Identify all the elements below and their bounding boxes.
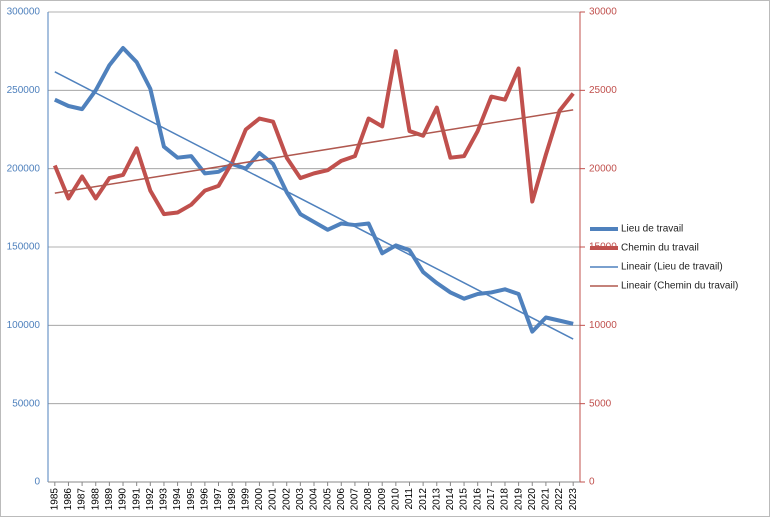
x-tick-label: 2008 xyxy=(363,488,374,511)
x-tick-label: 2005 xyxy=(322,488,333,511)
trend-line xyxy=(54,109,574,194)
legend-label: Chemin du travail xyxy=(621,243,699,254)
y2-tick-label: 30000 xyxy=(589,7,617,18)
legend-label: Lineair (Chemin du travail) xyxy=(621,281,738,292)
x-tick-label: 2003 xyxy=(295,488,306,511)
x-tick-label: 2001 xyxy=(268,488,279,511)
x-tick-label: 2020 xyxy=(527,488,538,511)
x-tick-label: 1999 xyxy=(240,488,251,511)
x-tick-label: 2014 xyxy=(445,488,456,511)
y-tick-label: 100000 xyxy=(7,320,41,331)
x-tick-label: 1986 xyxy=(63,488,74,511)
x-tick-label: 1990 xyxy=(118,488,129,511)
y2-tick-label: 10000 xyxy=(589,320,617,331)
x-tick-label: 2007 xyxy=(350,488,361,511)
x-tick-label: 2010 xyxy=(390,488,401,511)
x-tick-label: 2022 xyxy=(554,488,565,511)
y-tick-label: 250000 xyxy=(7,85,41,96)
y2-tick-label: 20000 xyxy=(589,163,617,174)
x-tick-label: 2023 xyxy=(568,488,579,511)
x-tick-label: 2012 xyxy=(418,488,429,511)
legend-label: Lineair (Lieu de travail) xyxy=(621,262,723,273)
x-tick-label: 1989 xyxy=(104,488,115,511)
x-tick-label: 1997 xyxy=(213,488,224,511)
x-tick-label: 2009 xyxy=(377,488,388,511)
trend-line xyxy=(54,71,574,340)
x-tick-label: 2017 xyxy=(486,488,497,511)
x-tick-label: 2002 xyxy=(281,488,292,511)
y2-tick-label: 25000 xyxy=(589,85,617,96)
y2-tick-label: 0 xyxy=(589,477,595,488)
x-tick-label: 2013 xyxy=(431,488,442,511)
x-tick-label: 1992 xyxy=(145,488,156,511)
x-tick-label: 2019 xyxy=(513,488,524,511)
y-tick-label: 0 xyxy=(34,477,40,488)
y-tick-label: 50000 xyxy=(12,398,40,409)
x-tick-label: 2016 xyxy=(472,488,483,511)
x-tick-label: 1995 xyxy=(186,488,197,511)
x-tick-label: 2006 xyxy=(336,488,347,511)
legend-label: Lieu de travail xyxy=(621,224,683,235)
x-tick-label: 2021 xyxy=(541,488,552,511)
x-tick-label: 1994 xyxy=(172,488,183,511)
y2-tick-label: 5000 xyxy=(589,398,612,409)
x-tick-label: 1985 xyxy=(49,488,60,511)
x-tick-label: 1987 xyxy=(77,488,88,511)
x-tick-label: 1991 xyxy=(131,488,142,511)
y-tick-label: 300000 xyxy=(7,7,41,18)
x-tick-label: 1993 xyxy=(159,488,170,511)
x-tick-label: 2000 xyxy=(254,488,265,511)
y-tick-label: 200000 xyxy=(7,163,41,174)
x-tick-label: 1996 xyxy=(200,488,211,511)
x-tick-label: 2018 xyxy=(500,488,511,511)
data-line xyxy=(52,49,575,217)
x-tick-label: 2011 xyxy=(404,488,415,510)
x-tick-label: 1998 xyxy=(227,488,238,511)
x-tick-label: 2004 xyxy=(309,488,320,511)
x-tick-label: 1988 xyxy=(90,488,101,511)
data-line xyxy=(53,46,574,334)
x-tick-label: 2015 xyxy=(459,488,470,511)
y-tick-label: 150000 xyxy=(7,242,41,253)
